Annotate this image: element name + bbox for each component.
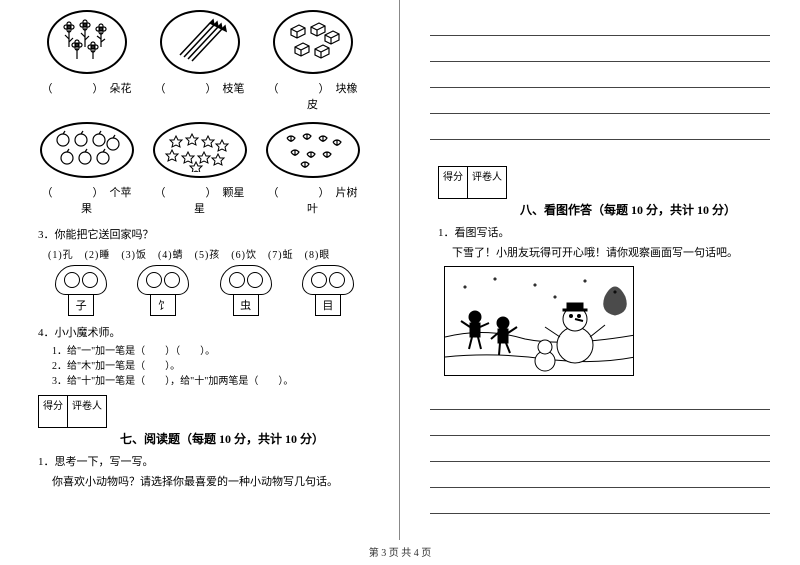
page-footer: 第 3 页 共 4 页 [0, 544, 800, 559]
image-row-1 [30, 10, 369, 74]
section-7-title: 七、阅读题（每题 10 分，共计 10 分） [120, 430, 369, 447]
q8-line1: 1．看图写话。 [438, 224, 770, 240]
q8-line2: 下雪了！小朋友玩得可开心哦！请你观察画面写一句话吧。 [452, 244, 770, 260]
section-8-title: 八、看图作答（每题 10 分，共计 10 分） [520, 201, 770, 218]
q4-line-2: 2．给"木"加一笔是（ ）。 [52, 359, 369, 374]
score-box-right: 得分评卷人 [438, 166, 507, 199]
paren: （ ） [268, 83, 336, 95]
labels-row-1: （ ）朵花 （ ）枝笔 （ ）块橡皮 [30, 80, 369, 112]
mushroom-4: 目 [302, 265, 354, 316]
mushroom-2: 饣 [137, 265, 189, 316]
oval-flowers [47, 10, 127, 74]
mushroom-row: 子 饣 虫 目 [40, 265, 369, 316]
labels-row-2: （ ）个苹果 （ ）颗星星 （ ）片树叶 [30, 184, 369, 216]
left-column: （ ）朵花 （ ）枝笔 （ ）块橡皮 [0, 0, 400, 540]
mushroom-1: 子 [55, 265, 107, 316]
paren: （ ） [155, 83, 223, 95]
q4-lines: 1．给"一"加一笔是（ ）（ ）。 2．给"木"加一笔是（ ）。 3．给"十"加… [52, 344, 369, 389]
writing-lines-bottom [430, 384, 770, 514]
label-pencils: 枝笔 [223, 83, 245, 95]
image-row-2 [30, 122, 369, 178]
oval-pencils [160, 10, 240, 74]
oval-stars [153, 122, 247, 178]
grader-label: 评卷人 [468, 167, 507, 184]
paren: （ ） [155, 187, 223, 199]
q7-line1: 1．思考一下，写一写。 [38, 453, 369, 469]
q4-title: 4．小小魔术师。 [38, 324, 369, 340]
score-box-left: 得分评卷人 [38, 395, 107, 428]
q7-line2: 你喜欢小动物吗？请选择你最喜爱的一种小动物写几句话。 [52, 473, 369, 489]
stem-4: 目 [315, 294, 341, 316]
right-column: 得分评卷人 八、看图作答（每题 10 分，共计 10 分） 1．看图写话。 下雪… [400, 0, 800, 540]
q4-line-1: 1．给"一"加一笔是（ ）（ ）。 [52, 344, 369, 359]
writing-lines-top [430, 10, 770, 140]
paren: （ ） [268, 187, 336, 199]
snow-scene-image [444, 266, 634, 376]
paren: （ ） [42, 83, 110, 95]
stem-3: 虫 [233, 294, 259, 316]
q4-line-3: 3．给"十"加一笔是（ ），给"十"加两笔是（ ）。 [52, 374, 369, 389]
oval-apples [40, 122, 134, 178]
oval-erasers [273, 10, 353, 74]
q3-chars: (1)孔 (2)睡 (3)饭 (4)蜻 (5)孩 (6)饮 (7)蚯 (8)眼 [48, 246, 369, 261]
paren: （ ） [42, 187, 110, 199]
score-label: 得分 [39, 396, 68, 413]
grader-label: 评卷人 [68, 396, 107, 413]
label-flowers: 朵花 [110, 83, 132, 95]
stem-1: 子 [68, 294, 94, 316]
score-label: 得分 [439, 167, 468, 184]
q3-prompt: 3．你能把它送回家吗？ [38, 226, 369, 242]
oval-leaves [266, 122, 360, 178]
stem-2: 饣 [150, 294, 176, 316]
mushroom-3: 虫 [220, 265, 272, 316]
